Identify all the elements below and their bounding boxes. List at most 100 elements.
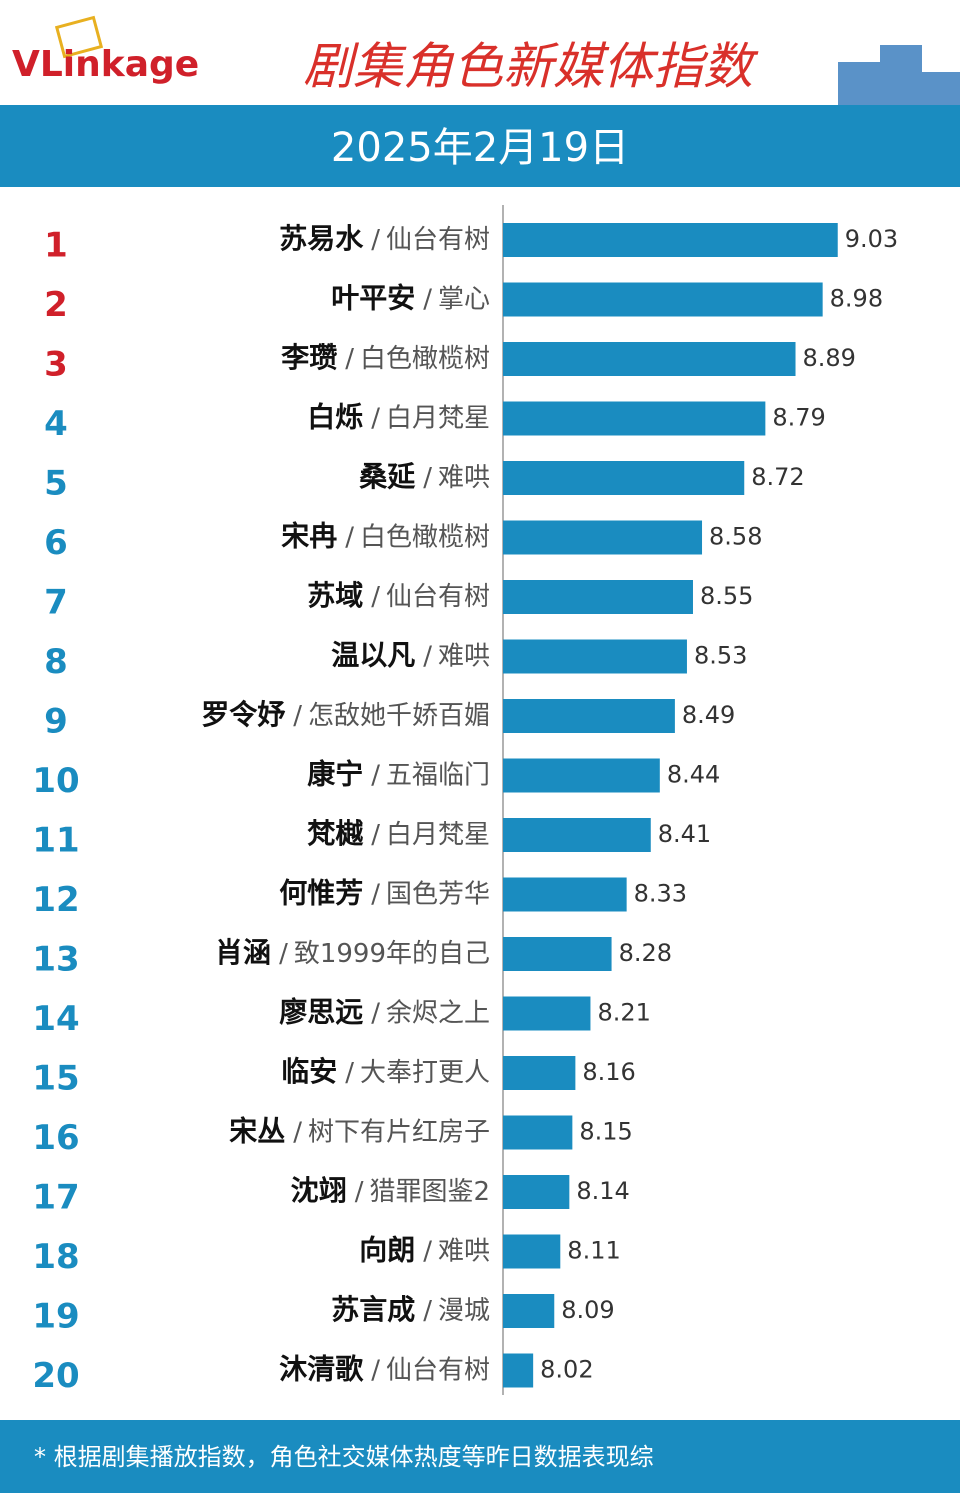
bar — [503, 401, 766, 436]
character-name: 苏域 — [307, 579, 363, 612]
value-label: 9.03 — [845, 225, 898, 253]
bar — [503, 282, 823, 317]
drama-name: 猎罪图鉴2 — [369, 1177, 490, 1207]
value-label: 8.15 — [579, 1118, 632, 1146]
row-label: 苏域 / 仙台有树 — [307, 579, 490, 612]
rank: 14 — [32, 999, 79, 1039]
row-label: 廖思远 / 余烬之上 — [279, 996, 490, 1029]
drama-name: 树下有片红房子 — [308, 1117, 490, 1147]
bar — [503, 461, 745, 495]
bar — [503, 580, 693, 614]
character-name: 康宁 — [307, 758, 363, 791]
separator: / — [371, 998, 380, 1028]
separator: / — [345, 1058, 354, 1088]
bar — [503, 223, 838, 257]
row-label: 何惟芳 / 国色芳华 — [279, 877, 490, 910]
bar — [503, 1056, 576, 1090]
drama-name: 白色橄榄树 — [360, 522, 490, 552]
rank: 20 — [32, 1356, 79, 1396]
character-name: 温以凡 — [331, 639, 415, 672]
drama-name: 仙台有树 — [386, 1355, 490, 1385]
chart-title: 剧集角色新媒体指数 — [303, 38, 759, 96]
row-label: 向朗 / 难哄 — [359, 1234, 490, 1267]
character-name: 沈翊 — [291, 1174, 347, 1207]
separator: / — [371, 879, 380, 909]
bar — [503, 1175, 570, 1209]
bar — [503, 996, 591, 1031]
rank: 12 — [32, 880, 79, 920]
bar — [503, 342, 796, 376]
rank: 6 — [44, 523, 68, 563]
character-name: 叶平安 — [331, 282, 415, 315]
drama-name: 仙台有树 — [386, 582, 490, 612]
character-name: 临安 — [281, 1055, 337, 1088]
row-label: 肖涵 / 致1999年的自己 — [215, 936, 490, 969]
separator: / — [423, 1236, 432, 1266]
separator: / — [279, 939, 288, 969]
rank: 11 — [32, 821, 79, 861]
subtitle: 2025年2月19日 — [331, 125, 629, 171]
separator: / — [423, 641, 432, 671]
value-label: 8.02 — [540, 1356, 593, 1384]
character-name: 苏言成 — [331, 1293, 415, 1326]
row-label: 沈翊 / 猎罪图鉴2 — [291, 1174, 490, 1207]
rank: 1 — [44, 226, 68, 266]
row-label: 白烁 / 白月梵星 — [307, 401, 490, 434]
drama-name: 余烬之上 — [386, 998, 490, 1028]
rank: 19 — [32, 1297, 79, 1337]
drama-name: 难哄 — [438, 463, 490, 493]
drama-name: 白月梵星 — [386, 403, 490, 433]
separator: / — [345, 344, 354, 374]
row-label: 沐清歌 / 仙台有树 — [279, 1353, 490, 1386]
character-name: 沐清歌 — [279, 1353, 364, 1386]
drama-name: 漫城 — [438, 1296, 490, 1326]
value-label: 8.11 — [567, 1237, 620, 1265]
rank: 9 — [44, 702, 68, 742]
drama-name: 五福临门 — [386, 760, 490, 790]
character-name: 肖涵 — [215, 936, 271, 969]
rank: 15 — [32, 1059, 79, 1099]
separator: / — [355, 1177, 364, 1207]
character-name: 何惟芳 — [279, 877, 363, 910]
bar — [503, 1234, 561, 1269]
row-label: 宋丛 / 树下有片红房子 — [229, 1115, 490, 1148]
bar — [503, 639, 687, 674]
character-name: 李瓒 — [281, 341, 337, 374]
row-label: 苏言成 / 漫城 — [331, 1293, 490, 1326]
drama-name: 国色芳华 — [386, 879, 490, 909]
rank: 17 — [32, 1178, 79, 1218]
bar — [503, 699, 675, 733]
drama-name: 白色橄榄树 — [360, 344, 490, 374]
drama-name: 致1999年的自己 — [294, 939, 490, 969]
value-label: 8.21 — [597, 999, 650, 1027]
rank: 10 — [32, 761, 79, 801]
separator: / — [371, 403, 380, 433]
value-label: 8.44 — [667, 761, 720, 789]
bar — [503, 1353, 534, 1388]
row-label: 临安 / 大奉打更人 — [281, 1055, 490, 1088]
value-label: 8.58 — [709, 523, 762, 551]
character-name: 宋冉 — [281, 520, 337, 553]
rank: 4 — [44, 404, 68, 444]
separator: / — [423, 284, 432, 314]
rank: 7 — [44, 583, 68, 623]
character-name: 白烁 — [307, 401, 363, 434]
separator: / — [293, 701, 302, 731]
drama-name: 难哄 — [438, 1236, 490, 1266]
value-label: 8.14 — [576, 1177, 629, 1205]
character-name: 梵樾 — [307, 817, 364, 850]
character-name: 罗令妤 — [201, 698, 285, 731]
separator: / — [293, 1117, 302, 1147]
row-label: 梵樾 / 白月梵星 — [307, 817, 490, 850]
character-name: 桑延 — [359, 460, 416, 493]
value-label: 8.98 — [830, 285, 883, 313]
drama-name: 大奉打更人 — [360, 1058, 490, 1088]
value-label: 8.33 — [634, 880, 687, 908]
podium-icon — [838, 45, 960, 107]
bar — [503, 1294, 555, 1328]
bar — [503, 520, 703, 555]
value-label: 8.55 — [700, 582, 753, 610]
value-label: 8.09 — [561, 1296, 614, 1324]
separator: / — [345, 522, 354, 552]
